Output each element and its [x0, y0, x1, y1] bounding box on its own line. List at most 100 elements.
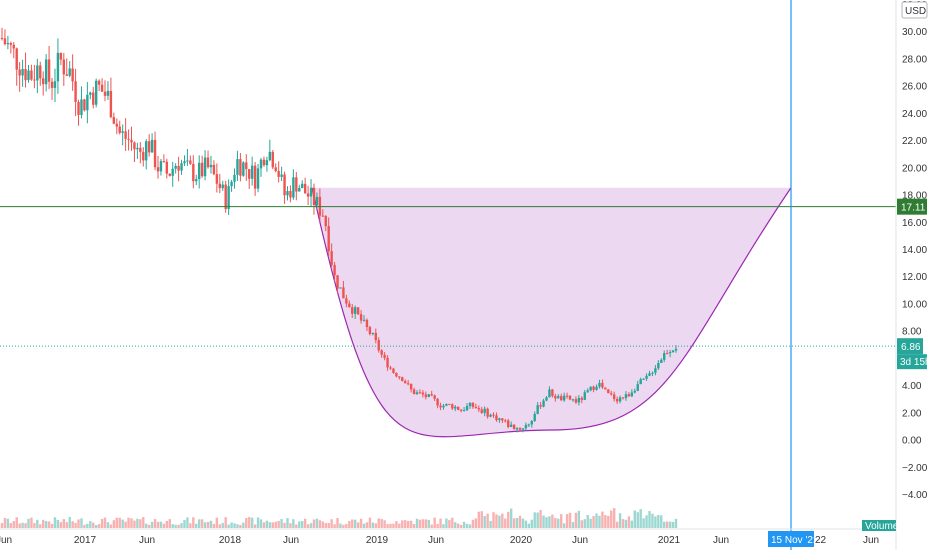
volume-bar — [80, 518, 83, 528]
volume-bar — [298, 521, 301, 528]
y-tick-label: 14.00 — [902, 245, 927, 256]
candle-body — [195, 179, 198, 182]
candle-body — [303, 183, 307, 194]
volume-bar — [665, 521, 669, 528]
volume-bar — [197, 519, 201, 528]
candle-body — [462, 410, 466, 412]
volume-bar — [477, 511, 481, 528]
volume-bar — [283, 522, 286, 528]
volume-bar — [183, 519, 186, 528]
candle-body — [200, 162, 204, 177]
candle-body — [562, 395, 566, 401]
candle-body — [551, 389, 554, 396]
candle-body — [512, 424, 516, 430]
level-badge-text: 17.11 — [901, 203, 926, 214]
volume-bar — [109, 524, 113, 528]
currency-box — [901, 1, 928, 19]
x-tick-label: 2019 — [366, 535, 389, 546]
candle-body — [398, 376, 401, 378]
candle-body — [118, 126, 121, 133]
candle-body — [153, 139, 157, 168]
volume-bar — [18, 523, 21, 528]
candle-body — [356, 307, 360, 315]
volume-bar — [436, 523, 439, 528]
volume-bar — [533, 512, 536, 528]
volume-bar — [301, 521, 304, 528]
candle-body — [36, 65, 39, 81]
candle-body — [630, 392, 634, 397]
candle-body — [62, 59, 66, 75]
volume-bar — [562, 523, 566, 528]
volume-bar — [253, 524, 257, 528]
y-tick-label: 28.00 — [902, 54, 927, 65]
candle-body — [483, 408, 486, 413]
volume-bar — [439, 518, 442, 528]
volume-bar — [398, 523, 401, 528]
candle-body — [665, 353, 669, 355]
volume-bar — [663, 521, 666, 528]
candle-body — [203, 157, 207, 177]
candle-body — [6, 43, 10, 45]
countdown-badge — [897, 354, 927, 370]
volume-bar — [121, 519, 124, 528]
candle-body — [598, 382, 601, 387]
candle-body — [409, 383, 413, 390]
candle-body — [442, 405, 445, 408]
candle-body — [333, 264, 336, 276]
candle-body — [498, 418, 501, 421]
volume-bar — [86, 523, 89, 528]
volume-bar — [150, 521, 154, 528]
volume-bar — [236, 524, 239, 528]
candle-body — [77, 101, 80, 115]
candle-body — [280, 174, 283, 177]
candle-body — [177, 165, 180, 171]
volume-bar — [315, 518, 319, 528]
candle-body — [115, 123, 118, 127]
candle-body — [139, 147, 142, 152]
candle-body — [492, 414, 495, 416]
volume-bar — [256, 517, 260, 528]
candle-body — [250, 165, 254, 179]
candle-body — [404, 381, 407, 384]
volume-bar — [274, 521, 277, 528]
countdown-badge-text: 3d 15h — [900, 357, 931, 368]
volume-bar — [336, 518, 339, 528]
candle-body — [212, 164, 216, 175]
candle-body — [186, 160, 189, 162]
volume-bar — [62, 519, 66, 528]
candle-body — [542, 400, 545, 407]
candle-body — [59, 52, 63, 60]
volume-bar — [44, 521, 48, 528]
x-tick-partial-label: 22 — [815, 535, 827, 546]
volume-bar — [142, 517, 145, 528]
candlestick-series — [0, 27, 678, 433]
price-axis[interactable]: 32.0030.0028.0026.0024.0022.0020.0018.00… — [901, 0, 928, 501]
candle-body — [321, 215, 325, 217]
candle-body — [162, 161, 166, 163]
volume-bar — [404, 520, 407, 528]
volume-bar — [571, 522, 575, 528]
candle-body — [353, 307, 357, 314]
volume-bar — [627, 516, 631, 528]
candle-body — [386, 357, 389, 368]
volume-bar — [286, 518, 289, 528]
candle-body — [336, 275, 339, 289]
time-axis[interactable]: Jun 2017 Jun 2018 Jun 2019 Jun 2020 Jun 2021 Jun Ju… — [0, 535, 879, 546]
candle-body — [642, 378, 645, 380]
candle-body — [71, 68, 74, 82]
volume-bar — [39, 524, 42, 528]
candle-body — [351, 307, 354, 314]
volume-series — [0, 508, 678, 528]
candle-body — [633, 390, 636, 393]
candle-body — [436, 398, 439, 406]
volume-bar — [345, 524, 348, 528]
candle-body — [671, 350, 675, 353]
x-tick-label: Jun — [0, 535, 12, 546]
volume-bar — [248, 517, 251, 528]
volume-bar — [504, 518, 507, 528]
volume-bar — [459, 524, 463, 528]
candle-body — [486, 408, 489, 417]
volume-bar — [68, 517, 71, 528]
volume-bar — [442, 524, 445, 528]
